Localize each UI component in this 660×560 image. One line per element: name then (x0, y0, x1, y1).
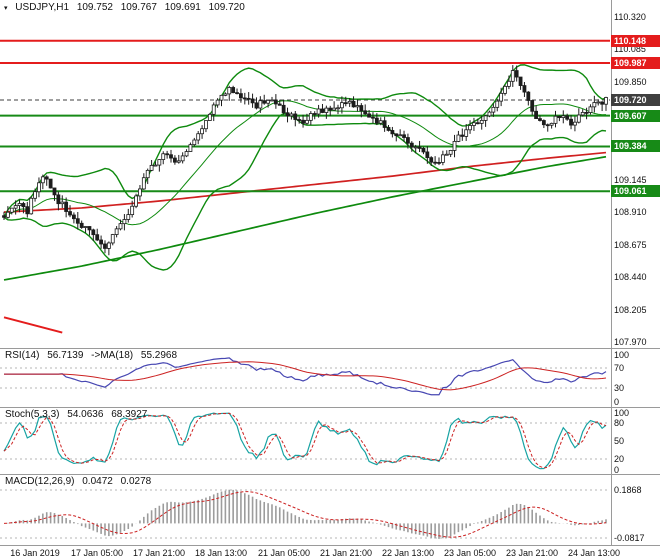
time-axis-label: 21 Jan 05:00 (257, 548, 311, 558)
time-axis-label: 23 Jan 21:00 (505, 548, 559, 558)
time-axis-label: 16 Jan 2019 (10, 548, 60, 558)
long-green-ma-line (3, 155, 607, 281)
rsi-scale-label: 70 (614, 363, 625, 373)
price-level-tag: 110.148 (611, 35, 660, 47)
price-axis-label: 108.440 (614, 272, 647, 282)
stoch-name: Stoch(5,3,3) (5, 409, 60, 420)
macd-panel-label: MACD(12,26,9) 0.0472 0.0278 (5, 476, 156, 487)
price-axis-label: 108.205 (614, 305, 647, 315)
price-axis-label: 107.970 (614, 337, 647, 347)
rsi-ma-value: 55.2968 (140, 350, 178, 361)
bollinger-middle-line (3, 100, 607, 226)
price-axis-label: 108.910 (614, 207, 647, 217)
rsi-scale-label: 30 (614, 383, 625, 393)
price-level-tag: 109.987 (611, 57, 660, 69)
stoch-panel (0, 412, 610, 470)
stoch-panel-label: Stoch(5,3,3) 54.0636 68.3927 (5, 409, 152, 420)
bollinger-upper-line (3, 64, 607, 218)
price-axis-label: 109.850 (614, 77, 647, 87)
price-level-tag: 109.384 (611, 140, 660, 152)
close-value: 109.720 (208, 2, 245, 13)
time-axis-label: 17 Jan 05:00 (70, 548, 124, 558)
price-axis-label: 108.675 (614, 240, 647, 250)
price-axis-label: 110.085 (614, 44, 646, 54)
rsi-line (4, 357, 607, 396)
time-axis-label: 24 Jan 13:00 (567, 548, 621, 558)
stoch-scale-label: 0 (614, 465, 620, 475)
macd-scale-label: -0.0817 (614, 533, 645, 543)
price-level-tag: 109.607 (611, 110, 660, 122)
chart-marker-icon: ▾ (4, 5, 8, 12)
long-red-ma-line (3, 151, 607, 213)
rsi-scale-label: 100 (614, 350, 630, 360)
time-axis-label: 22 Jan 13:00 (381, 548, 435, 558)
time-axis-label: 21 Jan 21:00 (319, 548, 373, 558)
rsi-value: 56.7139 (47, 350, 84, 361)
symbol-timeframe-label: USDJPY,H1 (15, 2, 70, 13)
macd-value: 0.0472 (82, 476, 113, 487)
price-level-tag: 109.720 (611, 94, 660, 106)
rsi-panel-label: RSI(14) 56.7139 ->MA(18) 55.2968 (5, 350, 182, 361)
stoch-scale-label: 50 (614, 436, 625, 446)
rsi-panel (0, 357, 610, 396)
time-axis-label: 17 Jan 21:00 (132, 548, 186, 558)
rsi-name: RSI(14) (5, 350, 40, 361)
bollinger-lower-line (3, 112, 607, 271)
stoch-k-line (3, 412, 607, 470)
open-value: 109.752 (76, 2, 113, 13)
stoch-scale-label: 80 (614, 418, 625, 428)
price-level-tag: 109.061 (611, 185, 660, 197)
rsi-ma-line (4, 361, 607, 391)
rsi-ma-name: ->MA(18) (91, 350, 134, 361)
time-axis-label: 18 Jan 13:00 (194, 548, 248, 558)
price-axis-label: 109.145 (614, 175, 647, 185)
price-axis-label: 110.320 (614, 12, 646, 22)
time-axis-label: 23 Jan 05:00 (443, 548, 497, 558)
stoch-value: 54.0636 (67, 409, 104, 420)
macd-panel (0, 489, 610, 539)
trendline (3, 316, 63, 334)
main-panel (0, 39, 610, 334)
macd-signal-value: 0.0278 (120, 476, 152, 487)
stoch-scale-label: 100 (614, 408, 630, 418)
chart-header: ▾ USDJPY,H1 109.752 109.767 109.691 109.… (4, 2, 250, 13)
low-value: 109.691 (164, 2, 201, 13)
stoch-d-line (3, 412, 607, 469)
high-value: 109.767 (120, 2, 157, 13)
macd-scale-label: 0.1868 (614, 485, 642, 495)
rsi-scale-label: 0 (614, 397, 620, 407)
macd-signal-line (3, 491, 607, 538)
macd-name: MACD(12,26,9) (5, 476, 75, 487)
candles-group (2, 65, 608, 256)
stoch-signal-value: 68.3927 (111, 409, 148, 420)
stoch-scale-label: 20 (614, 454, 625, 464)
